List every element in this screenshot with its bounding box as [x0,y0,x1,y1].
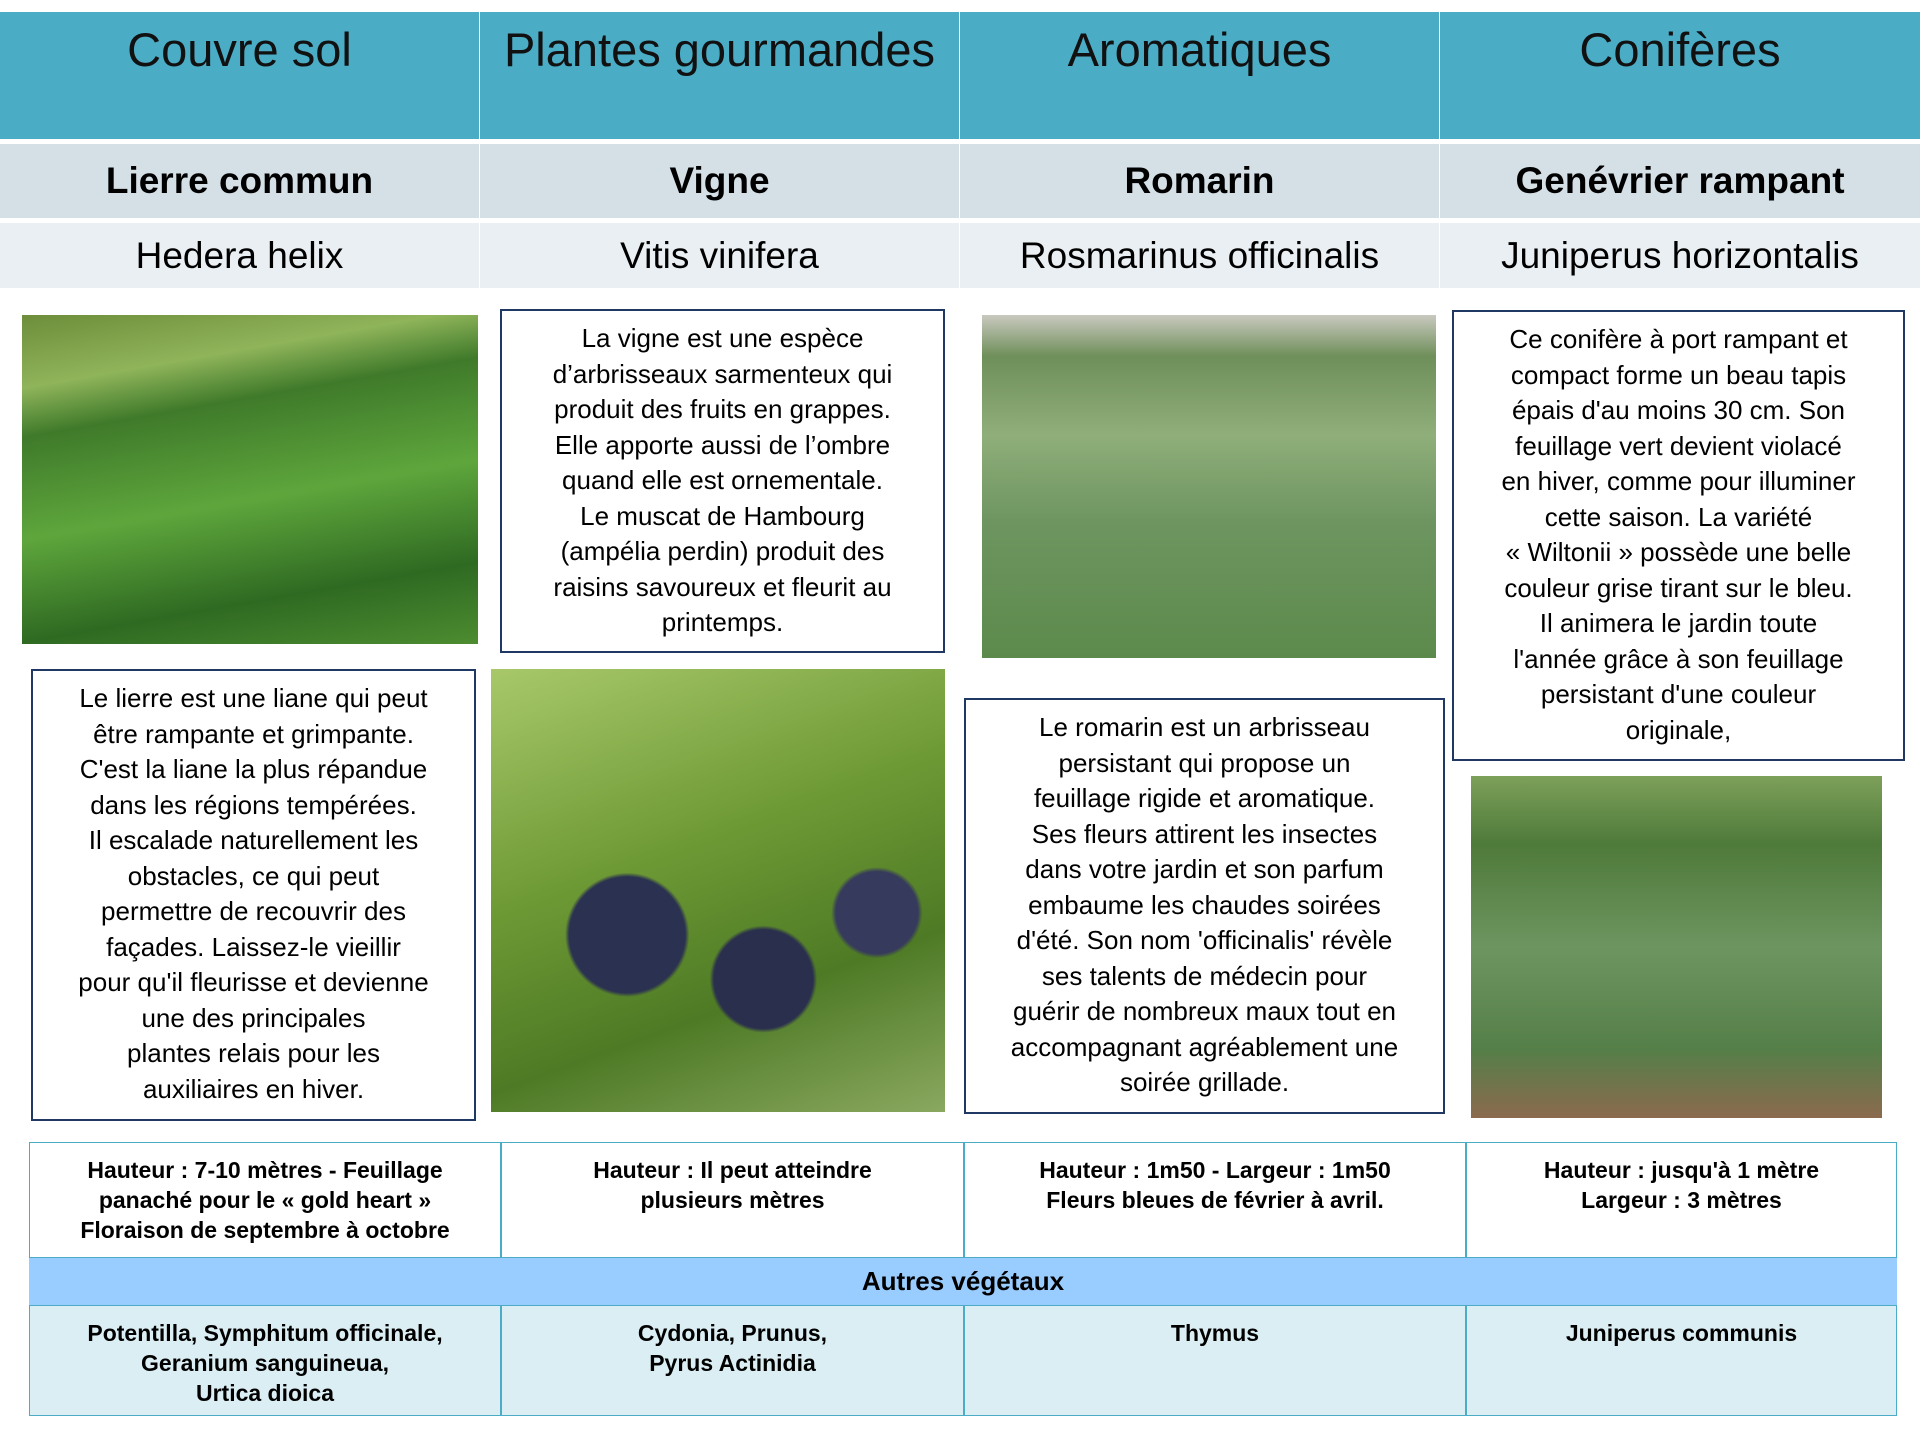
text-line: originale, [1625,714,1732,745]
text-line: embaume les chaudes soirées [1028,889,1381,920]
common-name: Romarin [960,144,1439,218]
common-name: Lierre commun [0,144,479,218]
text-line: permettre de recouvrir des [101,896,406,926]
text-line: raisins savoureux et fleurit au [553,571,892,602]
other-plants: Thymus [964,1305,1466,1416]
text-line: Le lierre est une liane qui peut [79,683,428,713]
description: La vigne est une espèce d’arbrisseaux sar… [500,309,945,653]
text-line: couleur grise tirant sur le bleu. [1504,572,1853,603]
text-line: d'été. Son nom 'officinalis' révèle [1016,925,1393,955]
photo-juniper [1471,776,1882,1118]
text-line: obstacles, ce qui peut [127,860,380,891]
details: Hauteur : 7-10 mètres - Feuillage panaché… [29,1142,501,1258]
text-line: l'année grâce à son feuillage [1513,643,1844,674]
text-line: auxiliaires en hiver. [142,1073,365,1104]
latin-name: Vitis vinifera [480,223,959,288]
text-line: printemps. [661,607,784,637]
text-line: Ses fleurs attirent les insectes [1031,818,1378,849]
text-line: La vigne est une espèce [581,323,864,353]
text-line: Juniperus communis [1565,1320,1798,1346]
text-line: soirée grillade. [1119,1067,1290,1097]
text-line: ses talents de médecin pour [1041,960,1368,991]
text-line: accompagnant agréablement une [1010,1031,1399,1062]
text-line: panaché pour le « gold heart » [98,1187,432,1213]
text-line: Cydonia, Prunus, [637,1320,828,1346]
text-line: Fleurs bleues de février à avril. [1046,1187,1384,1213]
text-line: Floraison de septembre à octobre [80,1217,450,1243]
latin-name: Rosmarinus officinalis [960,223,1439,288]
details: Hauteur : Il peut atteindre plusieurs mèt… [501,1142,964,1258]
description: Le lierre est une liane qui peut être ram… [31,669,476,1121]
text-line: (ampélia perdin) produit des [560,536,885,566]
text-line: épais d'au moins 30 cm. Son [1511,395,1846,425]
category-header: Couvre sol [0,12,479,139]
text-line: quand elle est ornementale. [562,465,883,495]
details: Hauteur : 1m50 - Largeur : 1m50 Fleurs bl… [964,1142,1466,1258]
text-line: en hiver, comme pour illuminer [1501,466,1856,496]
text-line: Ce conifère à port rampant et [1509,324,1848,354]
text-line: Potentilla, Symphitum officinale, [87,1320,443,1346]
text-line: persistant d'une couleur [1540,679,1817,709]
text-line: Urtica dioica [195,1380,335,1406]
text-line: pour qu'il fleurisse et devienne [78,967,429,997]
text-line: Le muscat de Hambourg [580,500,865,531]
text-line: Geranium sanguineua, [141,1350,389,1376]
latin-name: Juniperus horizontalis [1440,223,1920,288]
text-line: Pyrus Actinidia [649,1350,816,1376]
text-line: Il animera le jardin toute [1539,608,1818,638]
text-line: Hauteur : 1m50 - Largeur : 1m50 [1039,1157,1391,1183]
category-header: Conifères [1440,12,1920,139]
text-line: Hauteur : Il peut atteindre [593,1157,872,1183]
text-line: « Wiltonii » possède une belle [1505,537,1852,567]
text-line: Thymus [1170,1320,1260,1346]
text-line: produit des fruits en grappes. [554,394,891,424]
text-line: façades. Laissez-le vieillir [106,931,401,962]
text-line: C'est la liane la plus répandue [79,754,428,784]
category-header: Plantes gourmandes [480,12,959,139]
text-line: guérir de nombreux maux tout en [1013,996,1396,1026]
text-line: Hauteur : 7-10 mètres - Feuillage [87,1157,443,1183]
common-name: Vigne [480,144,959,218]
latin-name: Hedera helix [0,223,479,288]
text-line: Hauteur : jusqu'à 1 mètre [1543,1157,1820,1183]
description: Ce conifère à port rampant et compact for… [1452,310,1905,761]
other-plants-title: Autres végétaux [29,1258,1897,1305]
text-line: Le romarin est un arbrisseau [1039,712,1370,742]
text-line: dans les régions tempérées. [90,789,417,820]
text-line: une des principales [141,1002,366,1033]
other-plants: Potentilla, Symphitum officinale, Geraniu… [29,1305,501,1416]
photo-ivy [22,315,478,644]
text-line: persistant qui propose un [1058,747,1351,778]
other-plants: Cydonia, Prunus, Pyrus Actinidia [501,1305,964,1416]
text-line: Largeur : 3 mètres [1581,1187,1782,1213]
description: Le romarin est un arbrisseau persistant q… [964,698,1445,1114]
text-line: être rampante et grimpante. [93,718,414,749]
details: Hauteur : jusqu'à 1 mètre Largeur : 3 mèt… [1466,1142,1897,1258]
text-line: feuillage rigide et aromatique. [1033,783,1376,813]
text-line: plantes relais pour les [127,1038,380,1068]
text-line: d’arbrisseaux sarmenteux qui [552,358,893,389]
text-line: plusieurs mètres [640,1187,825,1213]
text-line: Elle apporte aussi de l’ombre [554,429,891,460]
text-line: compact forme un beau tapis [1510,359,1847,390]
category-header: Aromatiques [960,12,1439,139]
text-line: Il escalade naturellement les [88,825,419,855]
other-plants: Juniperus communis [1466,1305,1897,1416]
text-line: dans votre jardin et son parfum [1025,854,1384,884]
text-line: cette saison. La variété [1544,501,1813,532]
common-name: Genévrier rampant [1440,144,1920,218]
text-line: feuillage vert devient violacé [1515,430,1842,461]
photo-rosemary [982,315,1436,658]
photo-grapes [491,669,945,1112]
